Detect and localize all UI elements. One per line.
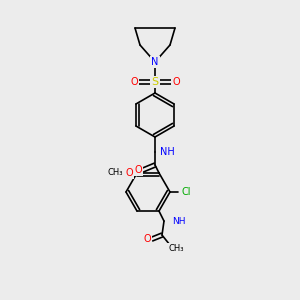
Text: O: O (143, 234, 151, 244)
Text: O: O (130, 77, 138, 87)
Text: S: S (152, 77, 159, 87)
Text: CH₃: CH₃ (168, 244, 184, 253)
Text: NH: NH (160, 147, 175, 157)
Text: O: O (172, 77, 180, 87)
Text: Cl: Cl (182, 187, 191, 197)
Text: O: O (134, 165, 142, 175)
Text: NH: NH (172, 217, 185, 226)
Text: N: N (151, 57, 159, 67)
Text: CH₃: CH₃ (107, 168, 123, 177)
Text: O: O (125, 168, 133, 178)
